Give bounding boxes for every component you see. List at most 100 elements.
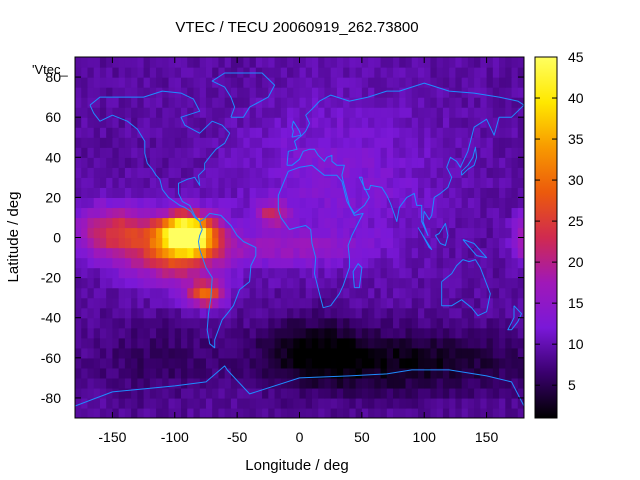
- heatmap-cell: [81, 347, 89, 359]
- heatmap-cell: [168, 307, 176, 319]
- heatmap-cell: [93, 137, 101, 148]
- heatmap-cell: [424, 307, 432, 319]
- heatmap-cell: [112, 347, 120, 359]
- heatmap-cell: [455, 97, 463, 108]
- heatmap-cell: [212, 257, 220, 269]
- heatmap-cell: [218, 327, 226, 339]
- heatmap-cell: [106, 297, 114, 309]
- heatmap-cell: [224, 167, 232, 178]
- heatmap-cell: [118, 297, 126, 309]
- heatmap-cell: [87, 227, 95, 239]
- heatmap-cell: [430, 317, 438, 329]
- heatmap-cell: [193, 217, 201, 229]
- heatmap-cell: [442, 367, 450, 379]
- heatmap-cell: [149, 357, 157, 369]
- heatmap-cell: [268, 147, 276, 158]
- heatmap-cell: [293, 227, 301, 239]
- heatmap-cell: [486, 107, 494, 118]
- heatmap-cell: [187, 297, 195, 309]
- heatmap-cell: [511, 147, 519, 158]
- heatmap-cell: [280, 387, 288, 399]
- heatmap-cell: [393, 147, 400, 158]
- heatmap-cell: [212, 137, 220, 148]
- heatmap-cell: [293, 397, 301, 409]
- heatmap-cell: [393, 97, 400, 108]
- heatmap-cell: [143, 397, 151, 409]
- heatmap-cell: [374, 407, 382, 418]
- heatmap-cell: [174, 357, 182, 369]
- heatmap-cell: [480, 137, 488, 148]
- heatmap-cell: [349, 307, 357, 319]
- heatmap-cell: [287, 127, 294, 138]
- heatmap-cell: [287, 247, 294, 259]
- heatmap-cell: [187, 207, 195, 219]
- heatmap-cell: [424, 257, 432, 269]
- heatmap-cell: [442, 247, 450, 259]
- heatmap-cell: [324, 217, 332, 229]
- heatmap-cell: [361, 237, 369, 249]
- heatmap-cell: [162, 207, 170, 219]
- heatmap-cell: [361, 377, 369, 389]
- heatmap-cell: [212, 307, 220, 319]
- heatmap-cell: [168, 407, 176, 418]
- heatmap-cell: [517, 127, 524, 138]
- heatmap-cell: [205, 387, 213, 399]
- heatmap-cell: [143, 257, 151, 269]
- heatmap-cell: [112, 67, 120, 78]
- heatmap-cell: [343, 277, 350, 289]
- heatmap-cell: [492, 207, 500, 219]
- heatmap-cell: [467, 317, 475, 329]
- heatmap-cell: [499, 277, 506, 289]
- heatmap-cell: [224, 257, 232, 269]
- heatmap-cell: [474, 327, 481, 339]
- heatmap-cell: [162, 217, 170, 229]
- heatmap-cell: [399, 397, 407, 409]
- heatmap-cell: [193, 77, 201, 88]
- heatmap-cell: [274, 327, 282, 339]
- heatmap-cell: [430, 87, 438, 98]
- heatmap-cell: [149, 197, 157, 209]
- heatmap-cell: [81, 107, 89, 118]
- heatmap-cell: [336, 287, 344, 299]
- heatmap-cell: [106, 287, 114, 299]
- heatmap-cell: [417, 277, 425, 289]
- heatmap-cell: [318, 87, 326, 98]
- heatmap-cell: [199, 207, 207, 219]
- heatmap-cell: [299, 247, 307, 259]
- heatmap-cell: [143, 327, 151, 339]
- heatmap-cell: [467, 177, 475, 188]
- heatmap-cell: [75, 307, 82, 319]
- heatmap-cell: [305, 67, 313, 78]
- heatmap-cell: [112, 107, 120, 118]
- heatmap-cell: [330, 387, 338, 399]
- heatmap-cell: [262, 367, 269, 379]
- heatmap-cell: [106, 147, 114, 158]
- heatmap-cell: [349, 157, 357, 168]
- heatmap-cell: [480, 177, 488, 188]
- heatmap-cell: [492, 297, 500, 309]
- heatmap-cell: [168, 137, 176, 148]
- heatmap-cell: [205, 357, 213, 369]
- heatmap-cell: [249, 217, 257, 229]
- heatmap-cell: [461, 337, 469, 349]
- heatmap-cell: [168, 357, 176, 369]
- heatmap-cell: [511, 107, 519, 118]
- heatmap-cell: [249, 257, 257, 269]
- heatmap-cell: [287, 187, 294, 198]
- heatmap-cell: [299, 157, 307, 168]
- heatmap-cell: [162, 277, 170, 289]
- heatmap-cell: [311, 377, 319, 389]
- heatmap-cell: [162, 107, 170, 118]
- heatmap-cell: [149, 57, 157, 68]
- heatmap-cell: [486, 297, 494, 309]
- heatmap-cell: [268, 387, 276, 399]
- heatmap-cell: [318, 217, 326, 229]
- heatmap-cell: [156, 277, 163, 289]
- heatmap-cell: [374, 87, 382, 98]
- heatmap-cell: [417, 197, 425, 209]
- heatmap-cell: [143, 407, 151, 418]
- heatmap-cell: [455, 217, 463, 229]
- heatmap-cell: [218, 137, 226, 148]
- heatmap-cell: [492, 177, 500, 188]
- heatmap-cell: [293, 357, 301, 369]
